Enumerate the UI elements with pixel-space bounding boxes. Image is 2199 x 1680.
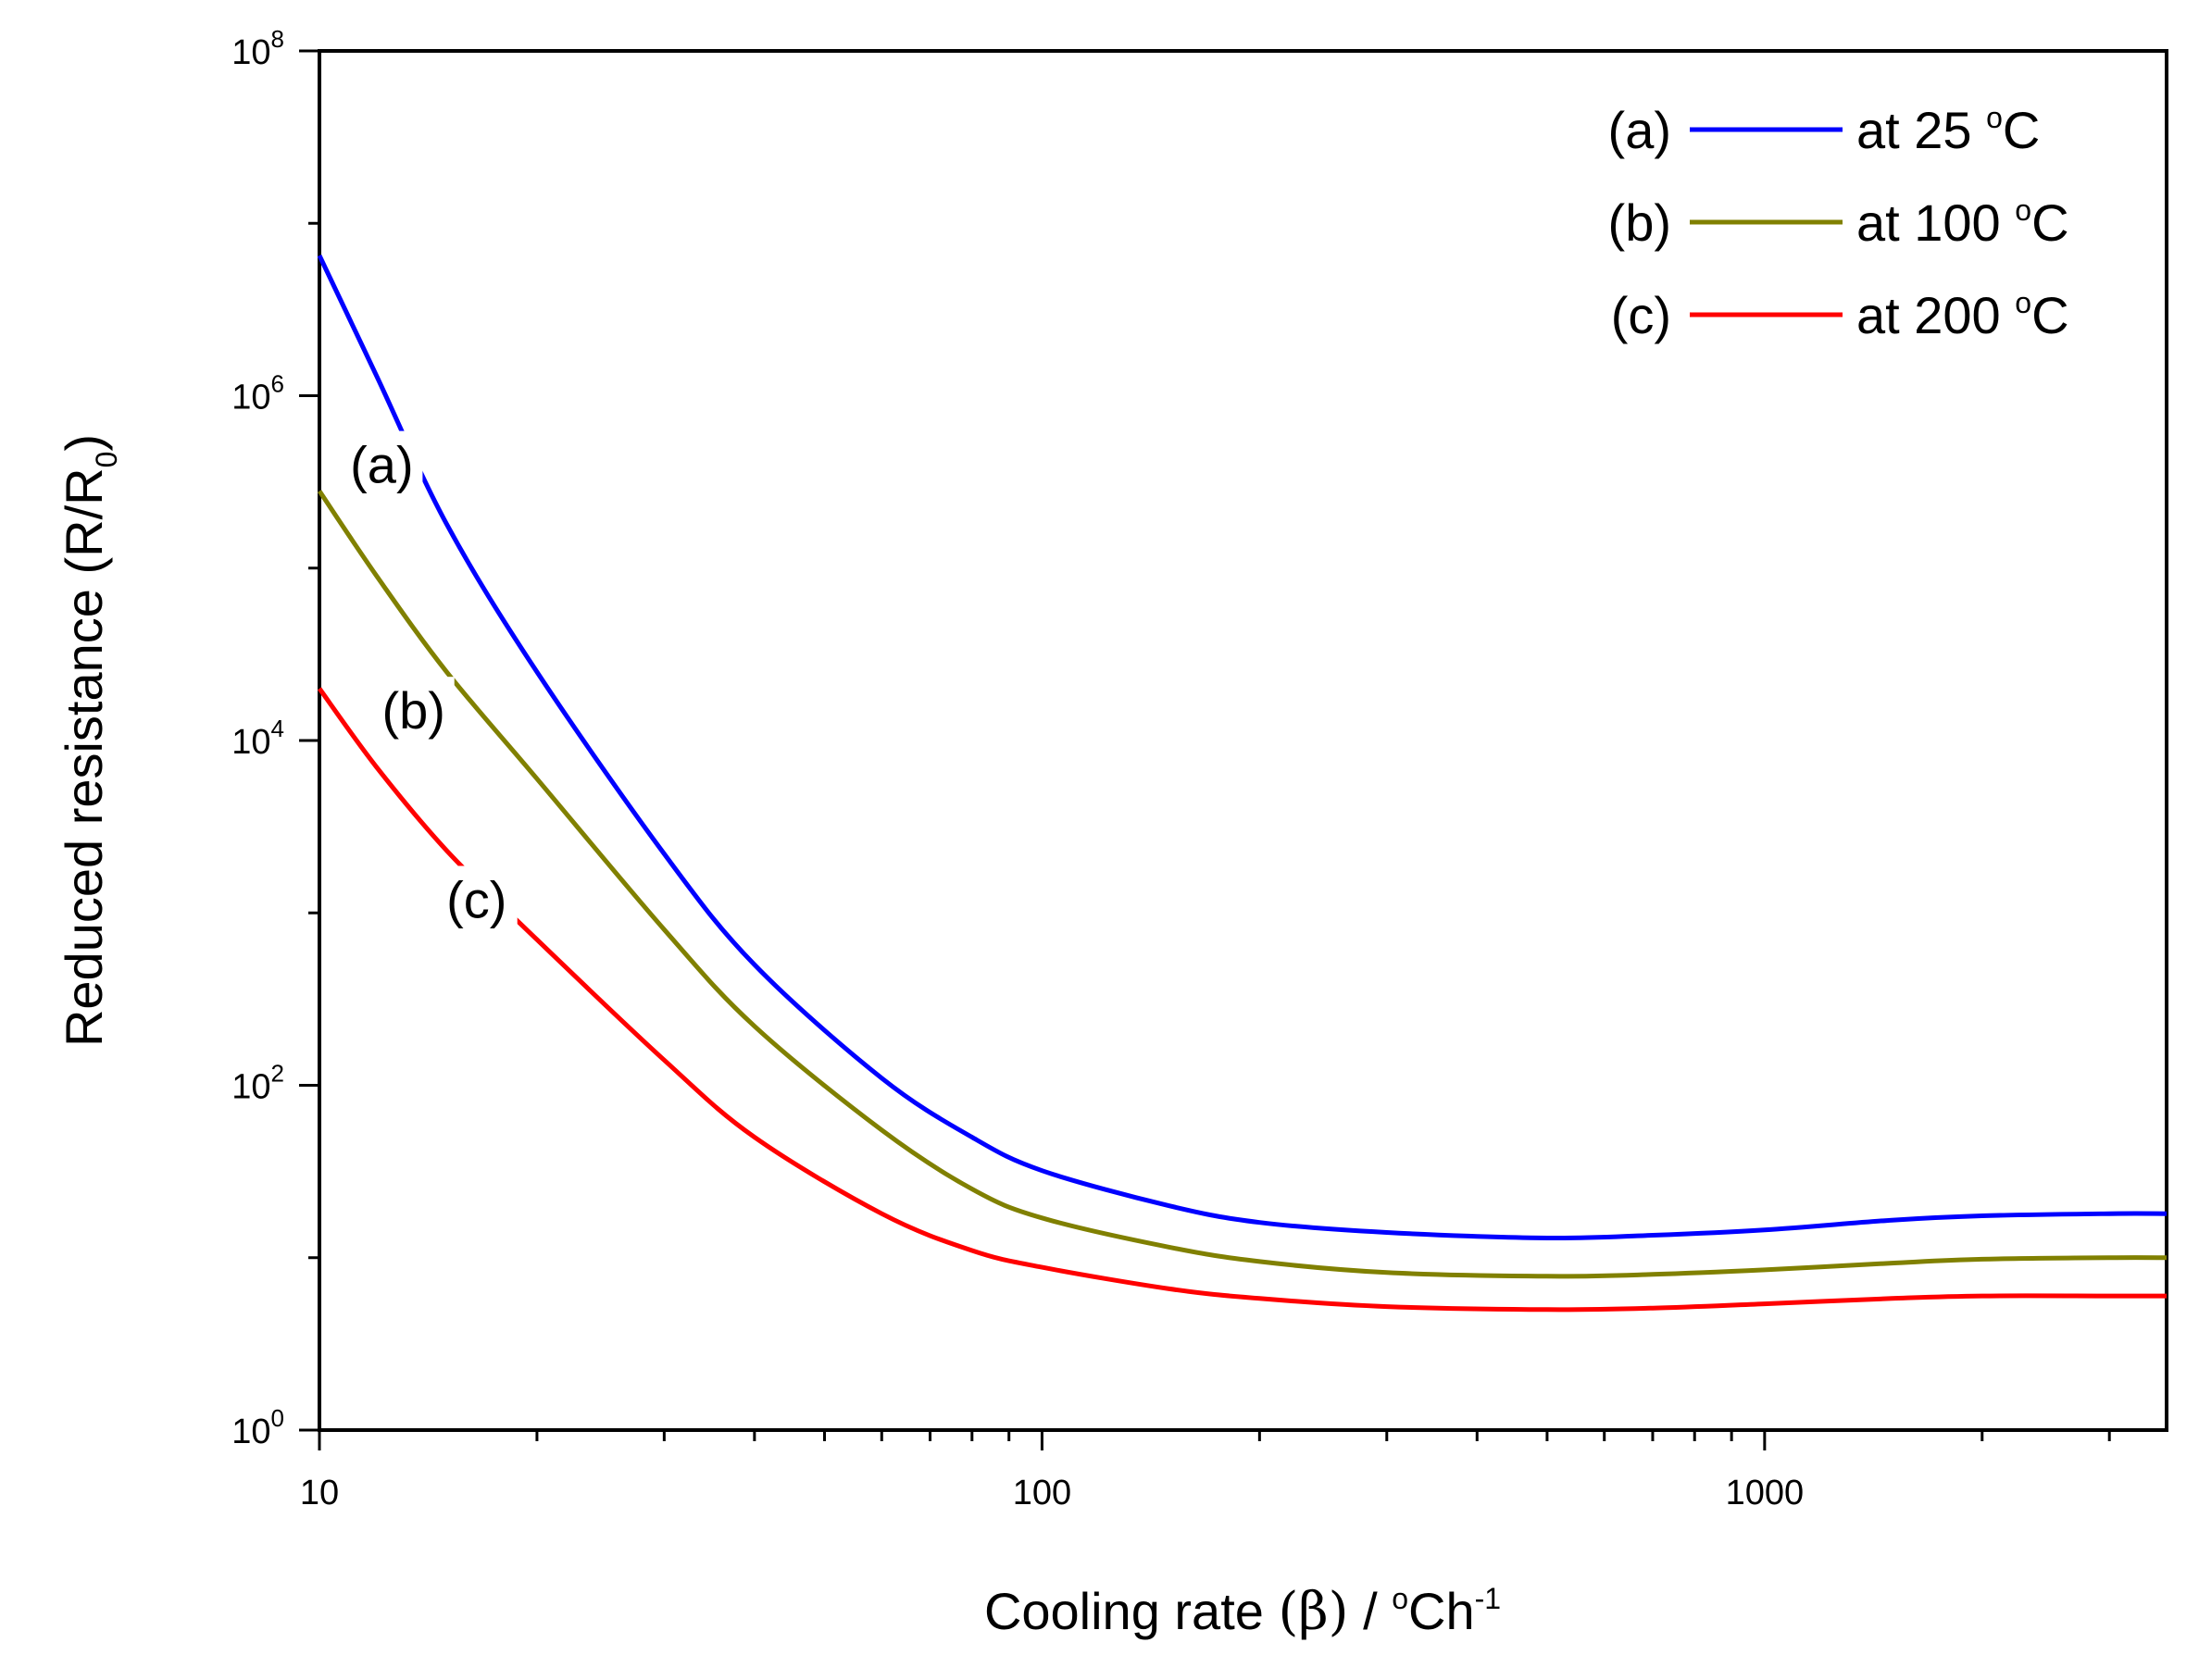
annotation-mask-c	[435, 865, 518, 933]
legend-tag-c: (c)	[1611, 286, 1671, 344]
plot-frame	[318, 49, 2168, 1432]
y-tick-label: 108	[231, 25, 284, 72]
annotation-mask-a	[341, 430, 423, 498]
y-tick-label: 106	[231, 370, 284, 417]
legend-tag-a: (a)	[1608, 101, 1671, 159]
y-tick-label: 100	[231, 1404, 284, 1451]
x-tick-label: 1000	[1726, 1474, 1805, 1512]
ticks: 10 100 1000 100 102 104 106 108	[231, 25, 2111, 1512]
annotation-a: (a)	[350, 436, 413, 494]
series-line-b	[317, 490, 2168, 1279]
series-line-a	[317, 255, 2168, 1241]
legend: (a) at 25 oC (b) at 100 oC (c) at 200 oC	[1608, 101, 2069, 344]
y-tick-label: 104	[231, 715, 284, 762]
annotation-c: (c)	[446, 871, 506, 929]
annotation-b: (b)	[381, 681, 444, 740]
legend-label-c: at 200 oC	[1856, 286, 2069, 344]
legend-label-b: at 100 oC	[1856, 193, 2069, 252]
legend-tag-b: (b)	[1608, 193, 1671, 252]
y-axis-label: Reduced resistance (R/R0)	[55, 434, 123, 1047]
x-tick-label: 10	[300, 1474, 339, 1512]
x-tick-label: 100	[1013, 1474, 1071, 1512]
legend-label-a: at 25 oC	[1856, 101, 2040, 159]
x-axis-label: Cooling rate (β) / oCh-1	[984, 1582, 1501, 1642]
annotations: (a) (b) (c)	[341, 430, 518, 933]
annotation-mask-b	[372, 677, 455, 744]
series-line-c	[317, 687, 2167, 1313]
y-tick-label: 102	[231, 1060, 284, 1107]
series-lines	[317, 255, 2168, 1313]
